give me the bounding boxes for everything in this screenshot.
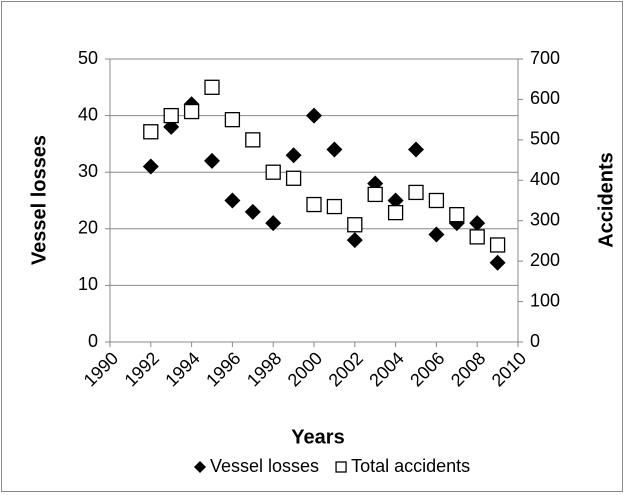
point: [265, 215, 282, 232]
point: [204, 79, 220, 95]
y-tick-label: 0: [88, 331, 98, 351]
point: [469, 215, 486, 232]
chart-frame: [1, 1, 623, 492]
y-tick-label: 30: [78, 161, 98, 181]
point: [428, 226, 445, 243]
point: [285, 170, 302, 186]
point: [449, 206, 465, 223]
point: [489, 237, 506, 253]
point: [387, 204, 404, 221]
point: [469, 229, 485, 245]
point: [142, 158, 159, 175]
y-tick-label: 20: [78, 218, 98, 238]
point: [347, 217, 363, 233]
legend-label: Vessel losses: [210, 456, 319, 476]
point: [245, 132, 261, 148]
y2-axis-label: Accidents: [595, 152, 617, 248]
point: [306, 196, 322, 213]
point: [285, 147, 302, 164]
y2-tick-label: 400: [530, 169, 560, 189]
point: [428, 192, 445, 209]
point: [204, 152, 220, 169]
point: [387, 192, 404, 209]
legend-marker: [194, 461, 206, 473]
point: [265, 164, 281, 180]
point: [326, 141, 343, 158]
point: [408, 141, 424, 158]
point: [367, 186, 383, 203]
point: [489, 254, 506, 271]
point: [183, 103, 200, 120]
point: [346, 232, 363, 249]
y2-tick-label: 500: [530, 129, 560, 149]
legend-label: Total accidents: [351, 456, 470, 476]
point: [408, 184, 424, 201]
point: [326, 198, 343, 215]
y-tick-label: 50: [78, 48, 98, 68]
y-tick-label: 10: [78, 274, 98, 294]
y-tick-label: 40: [78, 104, 98, 124]
y2-tick-label: 600: [530, 88, 560, 108]
legend-marker: [335, 461, 347, 473]
y-axis-label: Vessel losses: [28, 135, 50, 265]
x-axis-label: Years: [291, 426, 344, 448]
y2-tick-label: 200: [530, 250, 560, 270]
y2-tick-label: 300: [530, 209, 560, 229]
y2-tick-label: 100: [530, 290, 560, 310]
point: [224, 111, 241, 128]
point: [306, 107, 322, 124]
point: [244, 203, 261, 220]
y2-tick-label: 0: [530, 331, 540, 351]
y2-tick-label: 700: [530, 48, 560, 68]
point: [224, 192, 241, 209]
point: [163, 107, 179, 124]
point: [143, 124, 159, 140]
